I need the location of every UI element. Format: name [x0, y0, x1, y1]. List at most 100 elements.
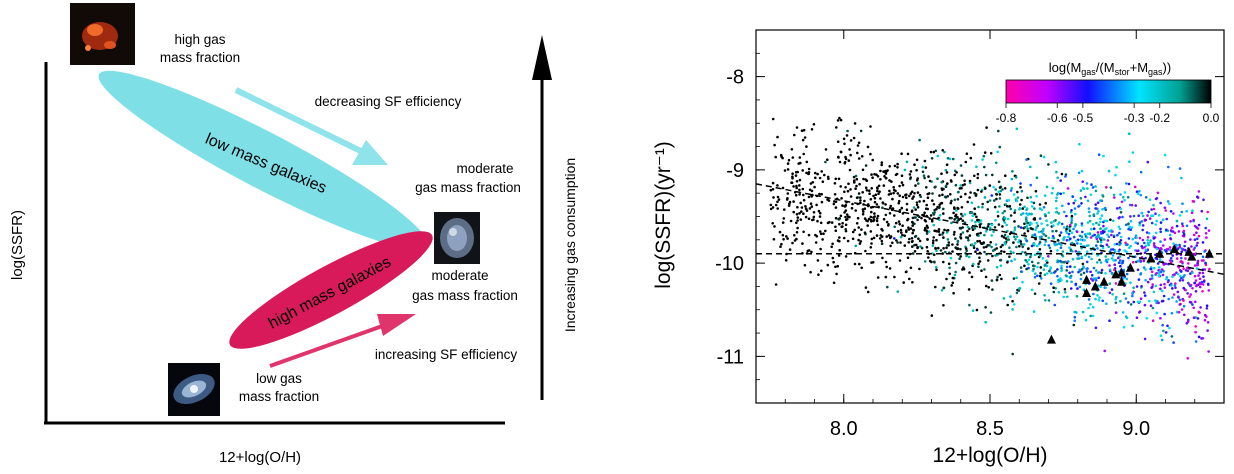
scatter-point: [1013, 258, 1016, 261]
scatter-point: [844, 255, 848, 258]
scatter-point: [1193, 264, 1197, 267]
scatter-point: [954, 261, 958, 265]
scatter-point: [836, 140, 840, 143]
scatter-point: [1044, 214, 1047, 218]
moderate-top-label-2: gas mass fraction: [415, 180, 521, 195]
scatter-point: [830, 221, 834, 224]
scatter-point: [1019, 182, 1022, 185]
scatter-point: [774, 155, 777, 159]
scatter-point: [1176, 290, 1180, 294]
scatter-point: [815, 203, 818, 207]
scatter-point: [1099, 244, 1103, 247]
scatter-point: [993, 205, 997, 209]
scatter-point: [785, 235, 788, 238]
scatter-point: [1178, 167, 1182, 170]
scatter-point: [969, 191, 972, 194]
scatter-point: [958, 257, 961, 261]
scatter-point: [809, 182, 813, 185]
scatter-point: [1122, 268, 1126, 272]
scatter-point: [1079, 242, 1082, 246]
scatter-point: [792, 200, 795, 203]
scatter-point: [936, 177, 939, 180]
scatter-point: [786, 162, 790, 165]
scatter-point: [1108, 264, 1111, 267]
scatter-point: [1030, 288, 1034, 292]
scatter-point: [942, 304, 945, 307]
decreasing-sf-arrow: [234, 87, 377, 161]
scatter-point: [1195, 231, 1198, 234]
scatter-point: [949, 201, 953, 205]
scatter-point: [884, 176, 888, 180]
axis-ticks: 8.0 8.5 9.0-8-9-10-11: [715, 29, 1224, 440]
scatter-point: [776, 195, 780, 199]
scatter-point: [905, 208, 909, 211]
scatter-point: [1131, 294, 1134, 298]
scatter-point: [863, 199, 866, 203]
scatter-point: [1182, 286, 1185, 290]
scatter-point: [1119, 207, 1122, 211]
scatter-point: [911, 245, 914, 248]
scatter-point: [1183, 240, 1187, 244]
scatter-point: [1060, 264, 1063, 268]
scatter-point: [1025, 207, 1029, 210]
scatter-point: [1119, 264, 1122, 268]
scatter-point: [1157, 301, 1160, 305]
scatter-point: [973, 212, 976, 216]
scatter-point: [1100, 236, 1103, 240]
scatter-point: [1159, 221, 1163, 224]
scatter-point: [914, 208, 917, 211]
triangle-marker: [1117, 267, 1127, 277]
scatter-point: [1085, 270, 1089, 273]
scatter-point: [892, 188, 896, 192]
scatter-point: [973, 227, 977, 230]
scatter-point: [983, 250, 986, 254]
scatter-point: [1195, 284, 1198, 288]
scatter-point: [1166, 200, 1170, 203]
scatter-point: [1043, 264, 1047, 267]
scatter-point: [1145, 316, 1148, 320]
scatter-point: [803, 136, 807, 139]
scatter-point: [1143, 294, 1147, 297]
scatter-point: [953, 173, 957, 177]
scatter-point: [780, 242, 783, 246]
scatter-point: [1180, 176, 1183, 180]
scatter-point: [871, 176, 874, 179]
scatter-point: [1079, 273, 1083, 276]
scatter-point: [979, 242, 983, 245]
scatter-point: [1025, 158, 1028, 161]
scatter-point: [875, 203, 879, 206]
scatter-point: [946, 228, 950, 232]
scatter-point: [834, 216, 838, 220]
scatter-point: [935, 238, 938, 242]
scatter-point: [801, 169, 804, 172]
scatter-point: [880, 242, 884, 245]
scatter-point: [1205, 315, 1208, 318]
scatter-point: [929, 150, 933, 154]
scatter-point: [1011, 352, 1014, 356]
scatter-point: [1205, 217, 1209, 221]
scatter-point: [1027, 258, 1031, 262]
scatter-point: [1004, 237, 1008, 240]
scatter-point: [1071, 195, 1075, 198]
scatter-point: [1132, 286, 1135, 290]
scatter-point: [950, 199, 953, 203]
scatter-point: [940, 187, 944, 190]
scatter-point: [841, 221, 844, 225]
scatter-point: [1104, 286, 1107, 290]
scatter-point: [1192, 233, 1196, 237]
scatter-point: [1109, 218, 1112, 221]
scatter-point: [1164, 209, 1167, 212]
scatter-point: [1082, 271, 1086, 275]
scatter-point: [782, 217, 786, 220]
scatter-point: [1154, 231, 1158, 235]
scatter-point: [1097, 235, 1100, 239]
scatter-point: [916, 218, 919, 222]
scatter-point: [832, 281, 836, 285]
scatter-point: [1074, 199, 1077, 202]
scatter-point: [844, 223, 848, 227]
scatter-point: [988, 228, 992, 231]
scatter-point: [900, 231, 903, 234]
scatter-point: [965, 254, 968, 258]
scatter-point: [812, 211, 816, 214]
scatter-point: [1108, 291, 1112, 295]
